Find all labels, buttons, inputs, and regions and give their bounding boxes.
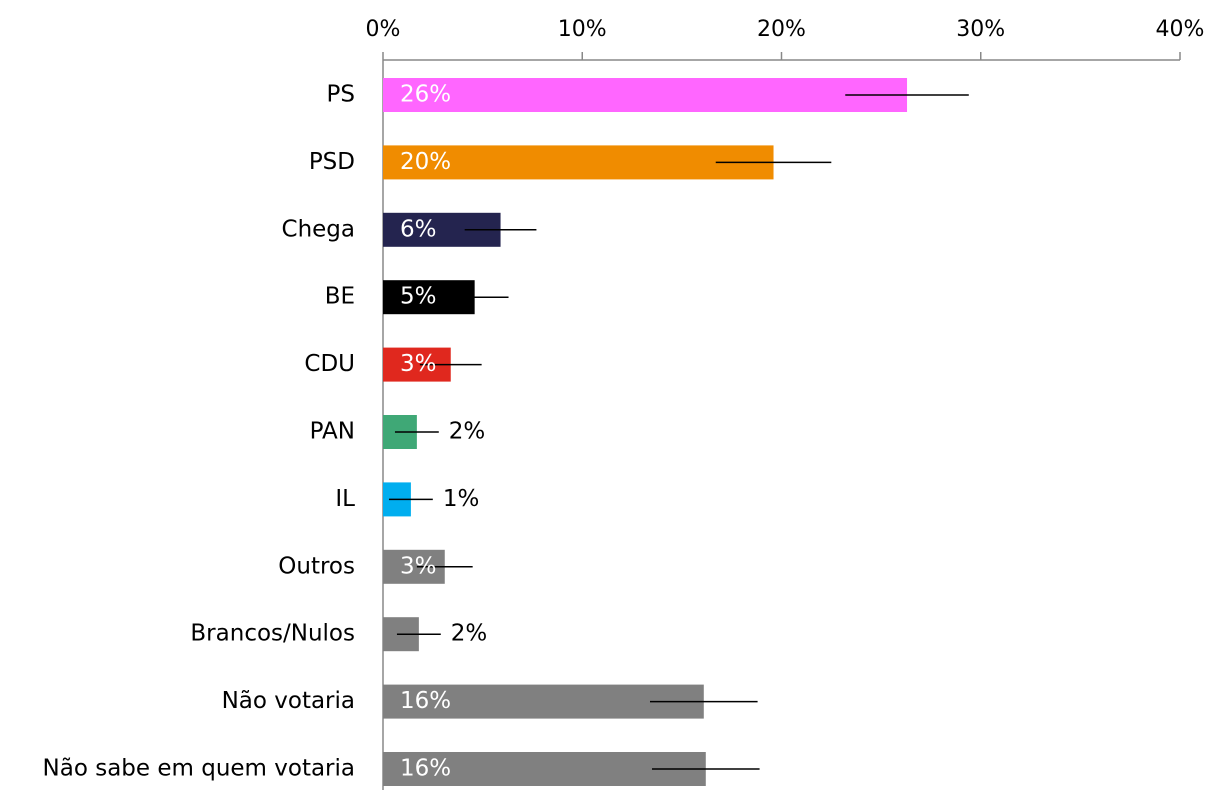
value-label: 5%: [400, 284, 437, 310]
category-label: Outros: [278, 553, 355, 579]
x-tick-label: 0%: [366, 17, 401, 42]
category-label: Não votaria: [222, 688, 355, 714]
category-label: Chega: [282, 216, 355, 242]
category-label: PSD: [309, 149, 355, 175]
x-tick-label: 40%: [1156, 17, 1205, 42]
x-tick-label: 20%: [757, 17, 806, 42]
value-label: 1%: [443, 486, 480, 512]
category-label: PAN: [310, 419, 355, 445]
category-label: Brancos/Nulos: [190, 621, 355, 647]
category-label: Não sabe em quem votaria: [43, 756, 355, 782]
x-tick-label: 30%: [956, 17, 1005, 42]
value-label: 3%: [400, 553, 437, 579]
bar: [383, 78, 908, 112]
value-label: 3%: [400, 351, 437, 377]
category-label: IL: [335, 486, 355, 512]
value-label: 16%: [400, 756, 451, 782]
value-label: 2%: [449, 419, 486, 445]
category-label: PS: [327, 82, 355, 108]
category-label: BE: [325, 284, 355, 310]
value-label: 6%: [400, 216, 437, 242]
value-label: 2%: [451, 621, 488, 647]
value-label: 26%: [400, 82, 451, 108]
x-tick-label: 10%: [558, 17, 607, 42]
category-label: CDU: [304, 351, 355, 377]
value-label: 16%: [400, 688, 451, 714]
value-label: 20%: [400, 149, 451, 175]
bar: [383, 145, 774, 180]
